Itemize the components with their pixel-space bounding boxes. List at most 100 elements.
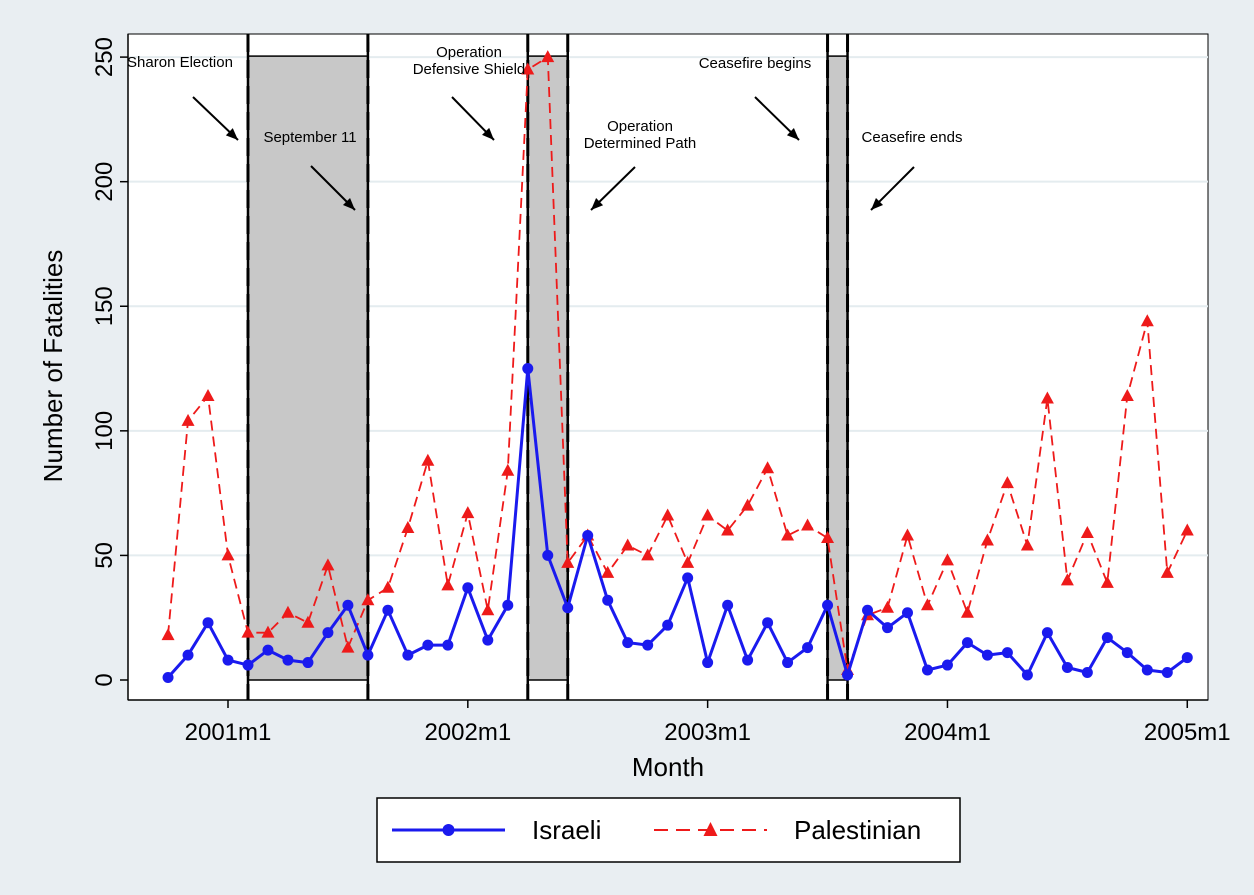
data-point-palestinian	[401, 521, 415, 534]
data-point-israeli	[762, 617, 774, 629]
data-point-palestinian	[661, 508, 675, 521]
annotation-arrow-head	[591, 198, 604, 210]
data-point-israeli	[961, 637, 973, 649]
data-point-palestinian	[881, 600, 895, 613]
data-point-palestinian	[541, 50, 555, 63]
data-point-palestinian	[1140, 314, 1154, 327]
annotation-label: Determined Path	[584, 135, 697, 152]
data-point-israeli	[342, 599, 354, 611]
shaded-periods	[246, 34, 850, 700]
x-tick-label: 2004m1	[904, 719, 991, 746]
data-point-palestinian	[721, 523, 735, 536]
data-point-palestinian	[1100, 575, 1114, 588]
data-point-israeli	[522, 363, 534, 375]
data-point-palestinian	[821, 530, 835, 543]
data-point-palestinian	[181, 413, 195, 426]
legend-label-palestinian: Palestinian	[794, 815, 921, 845]
data-point-israeli	[542, 549, 554, 561]
data-point-israeli	[362, 649, 374, 661]
data-point-palestinian	[201, 388, 215, 401]
data-point-israeli	[882, 622, 894, 634]
data-point-palestinian	[980, 533, 994, 546]
data-point-israeli	[941, 659, 953, 671]
data-point-israeli	[662, 619, 674, 631]
y-tick-label: 50	[91, 542, 118, 569]
data-point-israeli	[981, 649, 993, 661]
data-point-palestinian	[441, 578, 455, 591]
data-point-israeli	[222, 654, 234, 666]
data-point-palestinian	[601, 565, 615, 578]
data-point-palestinian	[521, 62, 535, 75]
data-point-palestinian	[461, 506, 475, 519]
data-point-palestinian	[1000, 476, 1014, 489]
data-point-palestinian	[301, 615, 315, 628]
x-tick-label: 2002m1	[424, 719, 511, 746]
data-point-palestinian	[1160, 565, 1174, 578]
data-point-palestinian	[741, 498, 755, 511]
data-point-palestinian	[481, 603, 495, 616]
data-point-palestinian	[701, 508, 715, 521]
annotation-label: Operation	[436, 44, 502, 61]
data-point-israeli	[562, 602, 574, 614]
data-point-palestinian	[501, 463, 515, 476]
data-point-palestinian	[261, 625, 275, 638]
data-point-palestinian	[940, 553, 954, 566]
annotation-label: Ceasefire begins	[699, 55, 812, 72]
data-point-palestinian	[1040, 391, 1054, 404]
data-point-israeli	[382, 604, 394, 616]
data-point-palestinian	[1120, 388, 1134, 401]
legend-label-israeli: Israeli	[532, 815, 601, 845]
data-point-palestinian	[1020, 538, 1034, 551]
data-point-palestinian	[381, 580, 395, 593]
data-point-israeli	[622, 637, 634, 649]
y-tick-label: 150	[91, 286, 118, 326]
shaded-period	[826, 55, 849, 681]
data-point-palestinian	[761, 461, 775, 474]
axes: 0 50 100 150 200 250 2001m1 2002m1 2003m1 2004m1 2…	[91, 34, 1231, 746]
data-point-palestinian	[641, 548, 655, 561]
x-tick-label: 2001m1	[185, 719, 272, 746]
annotation-label: Operation	[607, 118, 673, 135]
data-point-israeli	[482, 634, 494, 646]
data-point-israeli	[1181, 652, 1193, 664]
legend-marker-palestinian	[703, 822, 718, 836]
y-tick-label: 100	[91, 411, 118, 451]
data-point-israeli	[322, 627, 334, 639]
data-point-israeli	[1161, 667, 1173, 679]
data-point-palestinian	[801, 518, 815, 531]
y-tick-label: 250	[91, 37, 118, 77]
data-point-israeli	[802, 642, 814, 654]
data-point-palestinian	[1080, 525, 1094, 538]
data-point-israeli	[822, 599, 834, 611]
data-point-palestinian	[621, 538, 635, 551]
data-point-israeli	[782, 657, 794, 669]
data-point-israeli	[1121, 647, 1133, 659]
data-point-palestinian	[900, 528, 914, 541]
data-point-israeli	[742, 654, 754, 666]
shaded-period	[527, 55, 569, 681]
series-layer	[161, 50, 1194, 684]
data-point-israeli	[242, 659, 254, 671]
x-tick-label: 2005m1	[1144, 719, 1231, 746]
data-point-palestinian	[781, 528, 795, 541]
data-point-israeli	[1041, 627, 1053, 639]
data-point-israeli	[302, 657, 314, 669]
data-point-israeli	[722, 599, 734, 611]
data-point-israeli	[462, 582, 474, 594]
data-point-palestinian	[1180, 523, 1194, 536]
data-point-palestinian	[920, 598, 934, 611]
data-point-israeli	[702, 657, 714, 669]
data-point-israeli	[862, 604, 874, 616]
data-point-palestinian	[221, 548, 235, 561]
data-point-israeli	[642, 639, 654, 651]
data-point-palestinian	[1060, 573, 1074, 586]
annotation-label: Defensive Shield	[413, 61, 526, 78]
series-line-palestinian	[167, 56, 1189, 671]
annotation-arrow-head	[342, 197, 355, 210]
x-axis-title: Month	[632, 752, 704, 782]
data-point-palestinian	[161, 628, 175, 641]
legend-marker-israeli	[442, 824, 455, 836]
data-point-israeli	[842, 669, 854, 681]
data-point-palestinian	[361, 593, 375, 606]
